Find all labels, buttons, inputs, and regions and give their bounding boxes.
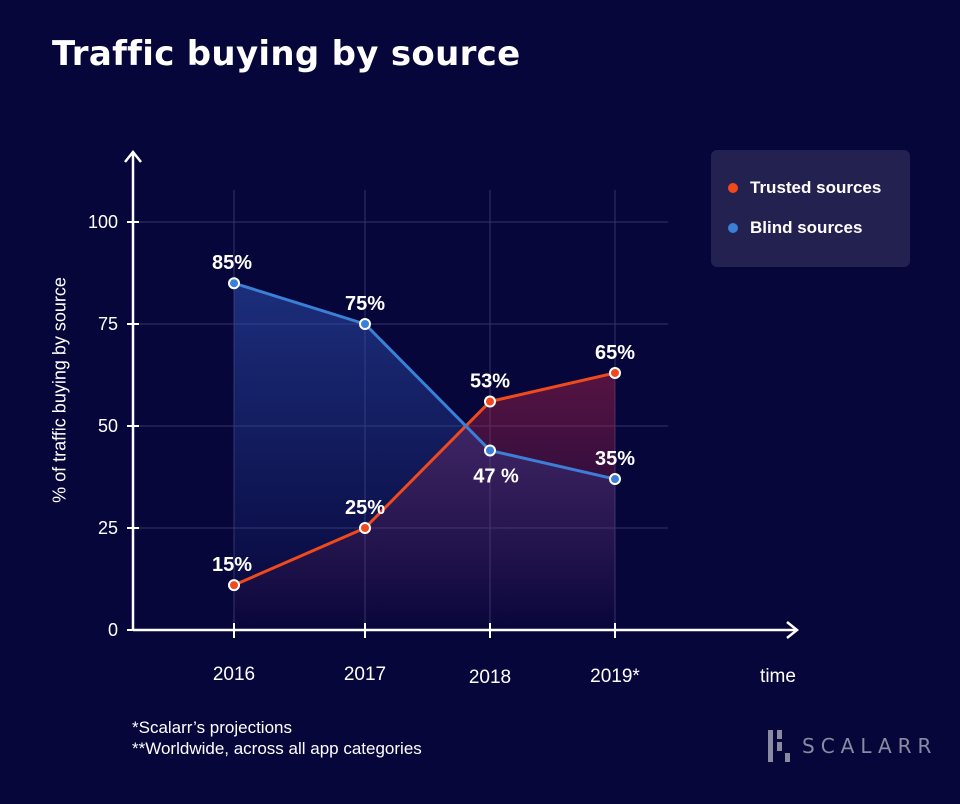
y-axis-arrow	[124, 149, 142, 163]
x-axis-arrow	[786, 621, 800, 639]
axes: 0 25 50 75 100 2016 2017 2018 2019* time	[88, 149, 800, 688]
legend-label-trusted: Trusted sources	[750, 178, 882, 197]
point-blind	[609, 473, 621, 486]
footnote-worldwide: **Worldwide, across all app categories	[132, 739, 422, 758]
legend-swatch-blind	[728, 223, 738, 233]
line-blind	[233, 281, 616, 481]
x-tick-label: 2019*	[590, 666, 640, 687]
legend-swatch-trusted	[728, 183, 738, 193]
point-blind	[228, 277, 240, 290]
y-axis-label: % of traffic buying by source	[49, 277, 70, 503]
series-points	[228, 277, 621, 592]
chart-title: Traffic buying by source	[52, 34, 521, 74]
footnote-projections: *Scalarr’s projections	[132, 718, 292, 737]
data-label-trusted: 53%	[470, 371, 510, 393]
y-tick-label: 0	[108, 620, 118, 640]
x-tick-label: 2016	[213, 664, 255, 685]
legend-item-blind: Blind sources	[728, 218, 862, 238]
point-trusted	[228, 579, 240, 592]
data-label-blind: 75%	[345, 293, 385, 315]
point-blind	[484, 444, 496, 457]
y-tick-label: 75	[98, 314, 118, 334]
y-tick-label: 50	[98, 416, 118, 436]
x-tick-label: 2018	[469, 667, 511, 688]
brand-logo: SCALARR	[768, 730, 937, 762]
y-tick-label: 25	[98, 518, 118, 538]
legend-item-trusted: Trusted sources	[728, 178, 881, 198]
data-label-blind: 35%	[595, 448, 635, 470]
y-tick-label: 100	[88, 212, 118, 232]
point-trusted	[484, 395, 496, 408]
footnotes: *Scalarr’s projections **Worldwide, acro…	[132, 717, 422, 759]
labels: 15% 25% 53% 65% 85% 75% 47 % 35%	[212, 252, 635, 576]
point-trusted	[359, 522, 371, 534]
logo-text: SCALARR	[802, 734, 938, 758]
data-label-trusted: 65%	[595, 342, 635, 364]
line-trusted	[233, 371, 616, 587]
series-lines	[233, 281, 616, 587]
legend: Trusted sources Blind sources	[711, 150, 910, 267]
data-label-blind: 85%	[212, 252, 252, 274]
data-label-trusted: 15%	[212, 554, 252, 576]
legend-label-blind: Blind sources	[750, 218, 863, 237]
x-axis-label: time	[760, 666, 796, 687]
data-label-trusted: 25%	[345, 497, 385, 519]
scalarr-logo-icon	[768, 730, 790, 762]
point-blind	[359, 318, 371, 330]
point-trusted	[609, 366, 621, 379]
series-areas	[234, 283, 615, 630]
x-tick-label: 2017	[344, 664, 386, 685]
data-label-blind: 47 %	[473, 465, 519, 487]
